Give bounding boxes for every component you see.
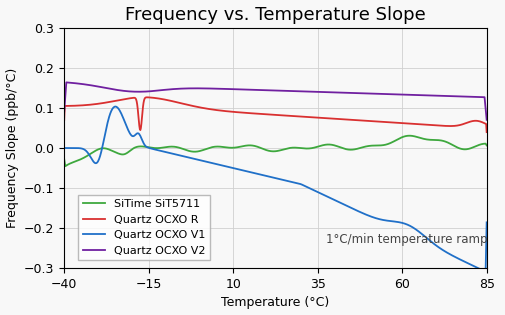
Line: Quartz OCXO V1: Quartz OCXO V1 — [64, 106, 487, 272]
Quartz OCXO V1 — [426, 238, 432, 241]
Quartz OCXO V2 — [318, 90, 324, 94]
Quartz OCXO V2 — [484, 118, 490, 122]
Quartz OCXO V2 — [87, 83, 93, 87]
Quartz OCXO R — [87, 103, 93, 106]
Line: Quartz OCXO V2: Quartz OCXO V2 — [64, 83, 487, 120]
Line: Quartz OCXO R: Quartz OCXO R — [64, 97, 487, 132]
SiTime SiT5711 — [318, 144, 324, 147]
Quartz OCXO R — [143, 95, 149, 99]
Quartz OCXO R — [484, 130, 490, 134]
Quartz OCXO V2 — [331, 90, 337, 94]
Quartz OCXO R — [318, 116, 324, 120]
Quartz OCXO R — [307, 115, 313, 119]
Quartz OCXO R — [61, 118, 67, 122]
Quartz OCXO V1 — [307, 186, 313, 190]
Y-axis label: Frequency Slope (ppb/°C): Frequency Slope (ppb/°C) — [6, 68, 19, 228]
SiTime SiT5711 — [484, 144, 490, 147]
SiTime SiT5711 — [87, 152, 93, 156]
Quartz OCXO V1 — [61, 146, 67, 150]
Quartz OCXO R — [331, 117, 337, 121]
SiTime SiT5711 — [61, 157, 67, 161]
SiTime SiT5711 — [382, 143, 388, 147]
Quartz OCXO V1 — [484, 220, 490, 224]
Quartz OCXO V1 — [483, 270, 489, 273]
SiTime SiT5711 — [62, 164, 68, 168]
SiTime SiT5711 — [307, 146, 313, 150]
X-axis label: Temperature (°C): Temperature (°C) — [221, 296, 330, 309]
Line: SiTime SiT5711: SiTime SiT5711 — [64, 136, 487, 166]
Quartz OCXO V1 — [113, 105, 119, 108]
Quartz OCXO V2 — [307, 90, 313, 94]
Quartz OCXO V1 — [331, 198, 337, 202]
Text: 1°C/min temperature ramp: 1°C/min temperature ramp — [326, 233, 488, 246]
Title: Frequency vs. Temperature Slope: Frequency vs. Temperature Slope — [125, 6, 426, 24]
Quartz OCXO V2 — [61, 110, 67, 113]
Quartz OCXO V2 — [426, 94, 432, 97]
SiTime SiT5711 — [426, 138, 432, 142]
Quartz OCXO V2 — [382, 92, 388, 96]
Quartz OCXO V1 — [382, 218, 388, 222]
Legend: SiTime SiT5711, Quartz OCXO R, Quartz OCXO V1, Quartz OCXO V2: SiTime SiT5711, Quartz OCXO R, Quartz OC… — [78, 195, 210, 260]
Quartz OCXO R — [382, 120, 388, 124]
SiTime SiT5711 — [407, 134, 413, 138]
Quartz OCXO R — [426, 123, 432, 127]
Quartz OCXO V1 — [87, 154, 93, 158]
SiTime SiT5711 — [331, 143, 337, 147]
Quartz OCXO V1 — [318, 192, 324, 196]
Quartz OCXO V2 — [63, 81, 69, 84]
